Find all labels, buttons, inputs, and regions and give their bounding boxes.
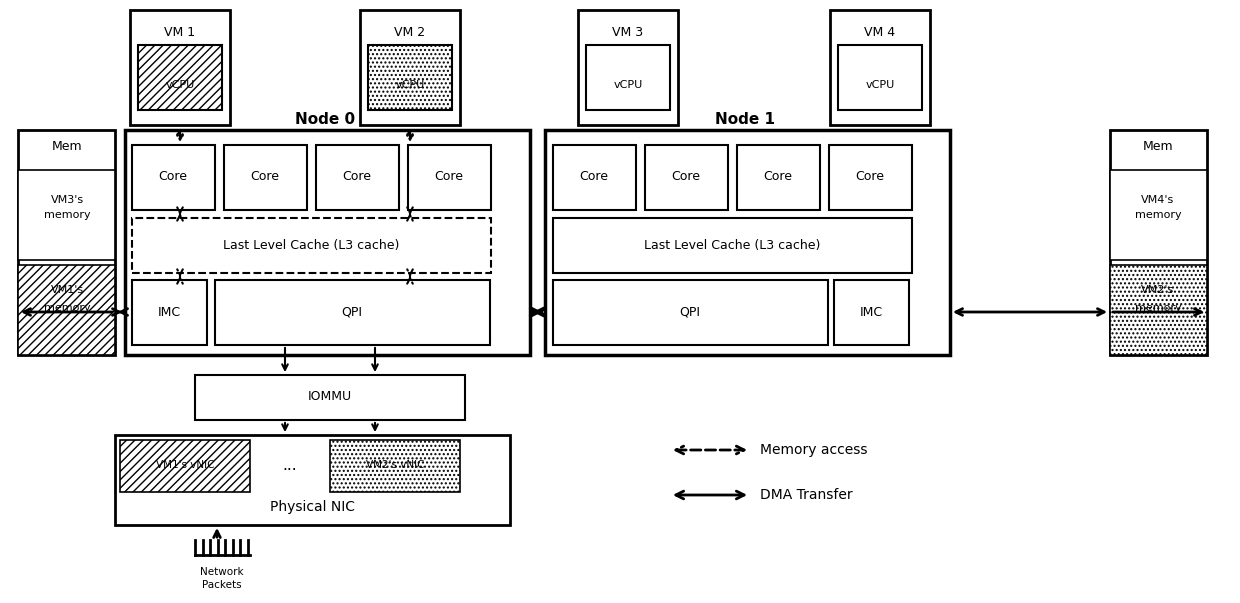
- Bar: [130, 10, 229, 125]
- Bar: [737, 145, 820, 210]
- Text: memory: memory: [43, 210, 91, 220]
- Text: Core: Core: [579, 171, 609, 183]
- Bar: [125, 130, 529, 355]
- Text: Packets: Packets: [202, 580, 242, 590]
- Bar: [830, 10, 930, 125]
- Bar: [195, 375, 465, 420]
- Text: Core: Core: [764, 171, 792, 183]
- Text: Mem: Mem: [52, 140, 82, 154]
- Text: Core: Core: [342, 171, 372, 183]
- Bar: [360, 10, 460, 125]
- Bar: [215, 280, 490, 345]
- Bar: [138, 45, 222, 110]
- Text: VM 1: VM 1: [165, 25, 196, 39]
- Text: vCPU: vCPU: [396, 80, 424, 90]
- Text: IMC: IMC: [157, 306, 181, 318]
- Bar: [546, 130, 950, 355]
- Bar: [553, 145, 636, 210]
- Text: Node 1: Node 1: [715, 113, 775, 127]
- Text: vCPU: vCPU: [165, 80, 195, 90]
- Text: DMA Transfer: DMA Transfer: [760, 488, 853, 502]
- Text: Core: Core: [672, 171, 701, 183]
- Text: QPI: QPI: [341, 306, 362, 318]
- Text: Network: Network: [200, 567, 244, 577]
- Text: Core: Core: [434, 171, 464, 183]
- Text: QPI: QPI: [680, 306, 701, 318]
- Bar: [553, 280, 828, 345]
- Text: ...: ...: [283, 458, 298, 473]
- Bar: [19, 170, 115, 260]
- Bar: [368, 45, 453, 110]
- Text: memory: memory: [1135, 210, 1182, 220]
- Bar: [1110, 130, 1207, 355]
- Bar: [19, 130, 115, 355]
- Bar: [830, 145, 911, 210]
- Text: vCPU: vCPU: [614, 80, 642, 90]
- Text: Memory access: Memory access: [760, 443, 868, 457]
- Bar: [224, 145, 308, 210]
- Bar: [120, 440, 250, 492]
- Text: Core: Core: [159, 171, 187, 183]
- Text: Core: Core: [856, 171, 884, 183]
- Bar: [19, 265, 115, 355]
- Bar: [838, 45, 923, 110]
- Text: vCPU: vCPU: [866, 80, 894, 90]
- Text: IOMMU: IOMMU: [308, 391, 352, 403]
- Text: VM 3: VM 3: [613, 25, 644, 39]
- Bar: [131, 280, 207, 345]
- Bar: [587, 45, 670, 110]
- Bar: [115, 435, 510, 525]
- Text: VM 4: VM 4: [864, 25, 895, 39]
- Text: VM4's: VM4's: [1141, 195, 1174, 205]
- Text: Core: Core: [250, 171, 279, 183]
- Text: VM3's: VM3's: [51, 195, 83, 205]
- Text: Last Level Cache (L3 cache): Last Level Cache (L3 cache): [223, 239, 399, 251]
- Bar: [316, 145, 399, 210]
- Text: VM1's vNIC: VM1's vNIC: [156, 460, 215, 470]
- Text: VM1's: VM1's: [51, 285, 83, 295]
- Text: Physical NIC: Physical NIC: [269, 500, 355, 514]
- Text: memory: memory: [43, 303, 91, 313]
- Text: Mem: Mem: [1143, 140, 1173, 154]
- Text: VM2's: VM2's: [1141, 285, 1174, 295]
- Bar: [131, 145, 215, 210]
- Text: Node 0: Node 0: [295, 113, 355, 127]
- Bar: [835, 280, 909, 345]
- Text: memory: memory: [1135, 303, 1182, 313]
- Bar: [131, 218, 491, 273]
- Bar: [330, 440, 460, 492]
- Bar: [1110, 170, 1207, 260]
- Bar: [645, 145, 728, 210]
- Bar: [553, 218, 911, 273]
- Bar: [578, 10, 678, 125]
- Text: Last Level Cache (L3 cache): Last Level Cache (L3 cache): [644, 239, 820, 251]
- Text: IMC: IMC: [859, 306, 883, 318]
- Text: VM2's vNIC: VM2's vNIC: [366, 460, 424, 470]
- Text: VM 2: VM 2: [394, 25, 425, 39]
- Bar: [408, 145, 491, 210]
- Bar: [1110, 265, 1207, 355]
